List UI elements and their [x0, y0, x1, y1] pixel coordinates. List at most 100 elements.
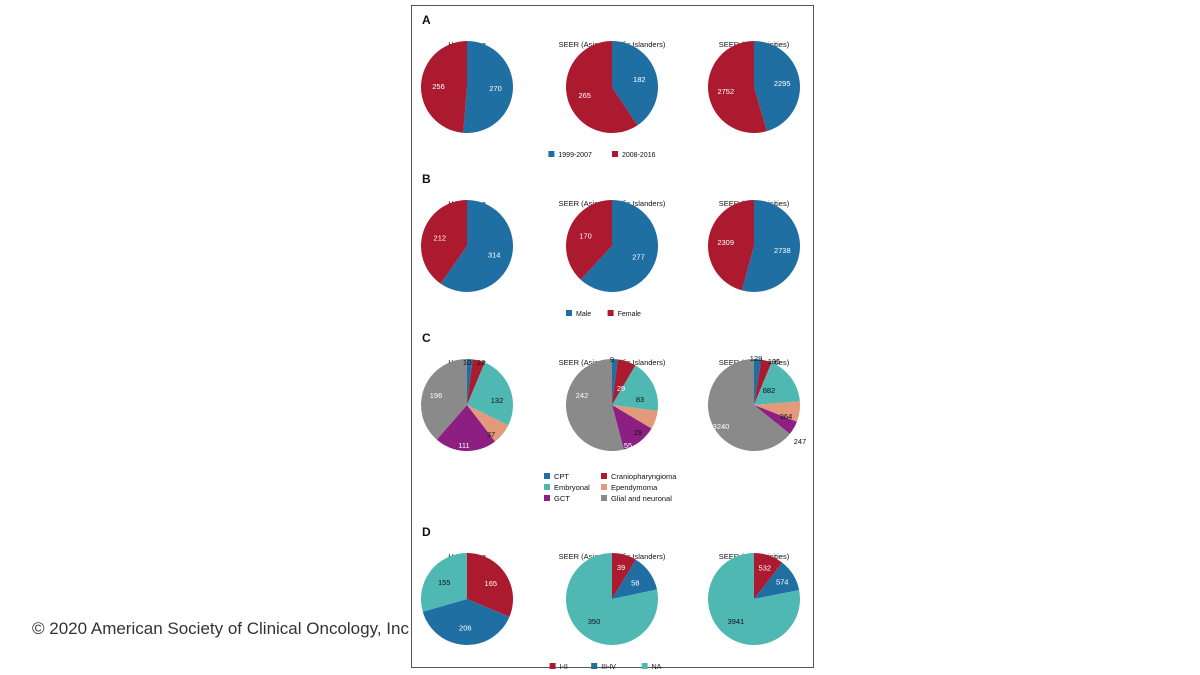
pie-slice-male: [580, 200, 659, 293]
data-label-iii-iv: 206: [459, 624, 472, 633]
data-label-2008-2016: 265: [578, 91, 591, 100]
data-label-cpt: 9: [610, 355, 614, 364]
pie-slice-i-ii: [612, 553, 636, 599]
data-label-iii-iv: 58: [631, 579, 639, 588]
data-label-glial-and-neuronal: 242: [576, 391, 589, 400]
copyright-notice: © 2020 American Society of Clinical Onco…: [32, 619, 409, 638]
data-label-embryonal: 132: [491, 396, 504, 405]
pie-slice-na: [421, 553, 467, 612]
legend-swatch-gct: [544, 495, 550, 501]
panel-label-b: B: [422, 172, 431, 186]
legend-swatch-2008-2016: [612, 151, 618, 157]
pie-slice-ependymoma: [467, 405, 509, 442]
pie-slice-glial-and-neuronal: [565, 359, 624, 451]
data-label-1999-2007: 270: [489, 84, 502, 93]
legend-label-1999-2007: 1999-2007: [558, 152, 592, 159]
data-label-ependymoma: 37: [487, 430, 495, 439]
data-label-embryonal: 83: [636, 395, 644, 404]
pie-slice-gct: [436, 405, 496, 452]
pie-slice-male: [440, 200, 514, 293]
legend-label-iii-iv: III-IV: [601, 664, 616, 669]
panel-label-d: D: [422, 525, 431, 539]
legend-label-male: Male: [576, 311, 591, 318]
legend-label-gct: GCT: [554, 494, 570, 503]
data-label-female: 2309: [717, 238, 734, 247]
data-label-male: 2738: [774, 246, 791, 255]
legend-label-cpt: CPT: [554, 472, 569, 481]
legend-label-ependymoma: Ependymoma: [611, 483, 658, 492]
legend-label-glial-and-neuronal: Glial and neuronal: [611, 494, 672, 503]
data-label-ependymoma: 364: [780, 412, 793, 421]
pie-slice-iii-iv: [754, 562, 800, 599]
data-label-i-ii: 39: [617, 563, 625, 572]
legend-swatch-glial-and-neuronal: [601, 495, 607, 501]
pie-slice-2008-2016: [707, 40, 767, 133]
pie-slice-embryonal: [467, 362, 513, 426]
data-label-1999-2007: 2295: [774, 79, 791, 88]
legend-swatch-male: [566, 310, 572, 316]
data-label-gct: 55: [624, 441, 632, 450]
pie-slice-embryonal: [754, 362, 800, 405]
legend-swatch-ependymoma: [601, 484, 607, 490]
legend-label-craniopharyngioma: Craniopharyngioma: [611, 472, 677, 481]
pie-slice-i-ii: [754, 553, 783, 599]
data-label-female: 212: [434, 233, 447, 242]
pie-slice-ependymoma: [612, 405, 658, 429]
data-label-i-ii: 165: [485, 579, 498, 588]
pie-slice-1999-2007: [463, 41, 513, 133]
legend-swatch-iii-iv: [591, 663, 598, 669]
pie-slice-2008-2016: [420, 41, 467, 133]
data-label-glial-and-neuronal: 3240: [713, 422, 730, 431]
data-label-1999-2007: 182: [633, 75, 646, 84]
pie-slice-female: [707, 200, 754, 291]
panel-label-a: A: [422, 13, 431, 27]
data-label-cpt: 129: [750, 354, 763, 363]
legend-label-embryonal: Embryonal: [554, 483, 590, 492]
pie-slice-cpt: [754, 359, 762, 405]
data-label-iii-iv: 574: [776, 578, 789, 587]
pie-slice-craniopharyngioma: [754, 359, 772, 405]
data-label-female: 170: [579, 232, 592, 241]
data-label-2008-2016: 256: [432, 82, 445, 91]
pie-chart-figure: AHong Kong270256SEER (Asians/Pacific Isl…: [420, 13, 807, 669]
data-label-na: 3941: [728, 617, 745, 626]
pie-slice-cpt: [467, 359, 473, 405]
legend-swatch-cpt: [544, 473, 550, 479]
legend-label-female: Female: [618, 311, 641, 318]
figure-frame: AHong Kong270256SEER (Asians/Pacific Isl…: [411, 5, 814, 669]
data-label-gct: 247: [794, 437, 807, 446]
pie-slice-female: [421, 200, 467, 284]
pie-slice-1999-2007: [612, 41, 658, 126]
data-label-gct: 111: [458, 441, 469, 450]
panel-label-c: C: [422, 331, 431, 345]
legend-swatch-female: [607, 310, 614, 316]
data-label-male: 314: [488, 251, 501, 260]
pie-slice-male: [741, 200, 800, 292]
legend-swatch-na: [641, 663, 648, 669]
data-label-na: 350: [588, 617, 601, 626]
legend-swatch-i-ii: [549, 663, 556, 669]
pie-slice-glial-and-neuronal: [707, 358, 790, 451]
legend-label-2008-2016: 2008-2016: [622, 152, 656, 159]
legend-label-i-ii: I-II: [560, 664, 568, 669]
pie-slice-female: [566, 200, 612, 280]
pie-slice-iii-iv: [612, 559, 658, 599]
pie-slice-craniopharyngioma: [612, 359, 636, 405]
pie-slice-glial-and-neuronal: [421, 359, 467, 440]
pie-slice-ependymoma: [754, 401, 801, 422]
pie-slice-gct: [612, 405, 652, 450]
pie-slice-1999-2007: [754, 41, 800, 132]
data-label-2008-2016: 2752: [717, 87, 734, 96]
pie-slice-embryonal: [612, 365, 658, 411]
pie-slice-craniopharyngioma: [467, 359, 485, 405]
pie-slice-na: [565, 553, 658, 645]
pie-slice-2008-2016: [565, 40, 638, 133]
data-label-craniopharyngioma: 29: [617, 384, 625, 393]
data-label-na: 155: [438, 578, 451, 587]
legend-swatch-craniopharyngioma: [601, 473, 607, 479]
data-label-craniopharyngioma: 22: [477, 358, 485, 367]
pie-slice-na: [708, 553, 801, 645]
pie-slice-i-ii: [467, 553, 514, 617]
legend-swatch-1999-2007: [548, 151, 555, 157]
legend-swatch-embryonal: [544, 484, 550, 490]
